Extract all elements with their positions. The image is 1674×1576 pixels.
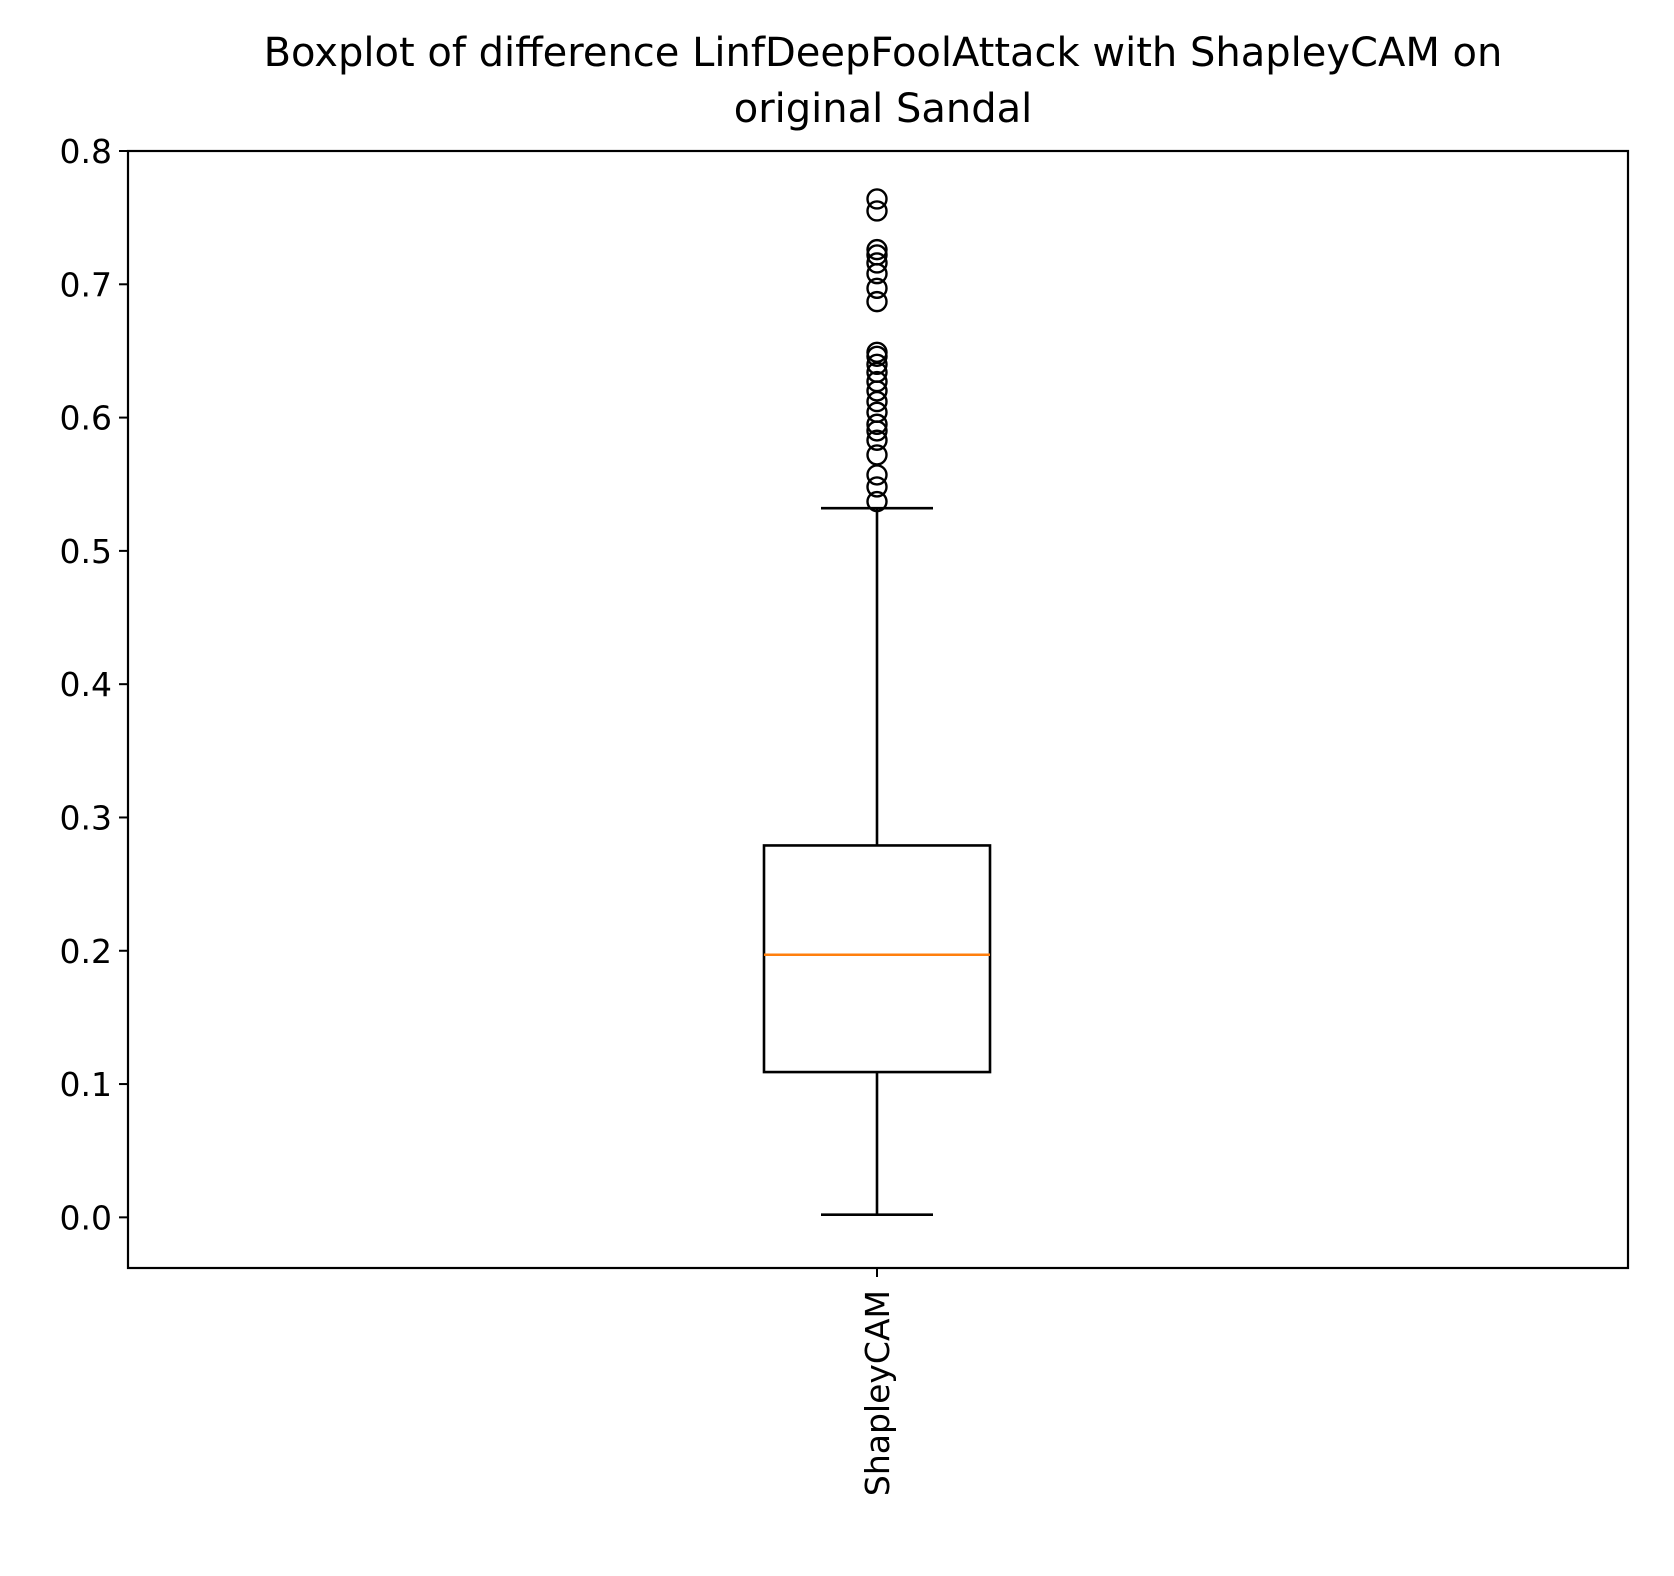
y-tick-label: 0.2 [60, 932, 112, 971]
outlier-point [866, 413, 888, 435]
outlier-point [866, 444, 888, 466]
plot-area: 0.0 0.1 0.2 0.3 0.4 0.5 0.6 0.7 0.8 ShapleyCAM [60, 132, 992, 1496]
outlier-point [866, 188, 888, 210]
outlier-point [866, 238, 888, 261]
outlier-point [866, 353, 888, 375]
y-tick-label: 0.1 [60, 1065, 112, 1104]
chart-title-line-1: Boxplot of difference LinfDeepFoolAttack… [264, 30, 1503, 76]
outlier-point [866, 370, 888, 393]
chart-title-line-2: original Sandal [734, 86, 1033, 132]
y-tick-label: 0.6 [60, 399, 112, 438]
outlier-point [866, 341, 888, 363]
axes-frame [126, 149, 1630, 1270]
outlier-point [866, 252, 888, 274]
outlier-point [866, 277, 888, 299]
outlier-point [866, 429, 888, 451]
outlier-point [866, 476, 888, 498]
iqr-box [762, 844, 992, 1074]
outlier-point [866, 490, 888, 513]
outlier-point [866, 244, 888, 266]
y-tick-label: 0.3 [60, 798, 112, 837]
y-tick-label: 0.5 [60, 532, 112, 571]
outlier-point [866, 401, 888, 423]
y-tick-label: 0.7 [60, 265, 112, 304]
y-tick-label: 0.8 [60, 132, 112, 171]
y-tick-label: 0.0 [60, 1198, 112, 1237]
y-tick-label: 0.4 [60, 665, 112, 704]
x-tick-label: ShapleyCAM [858, 1290, 897, 1496]
outlier-point [866, 200, 888, 222]
outlier-point [866, 290, 888, 313]
